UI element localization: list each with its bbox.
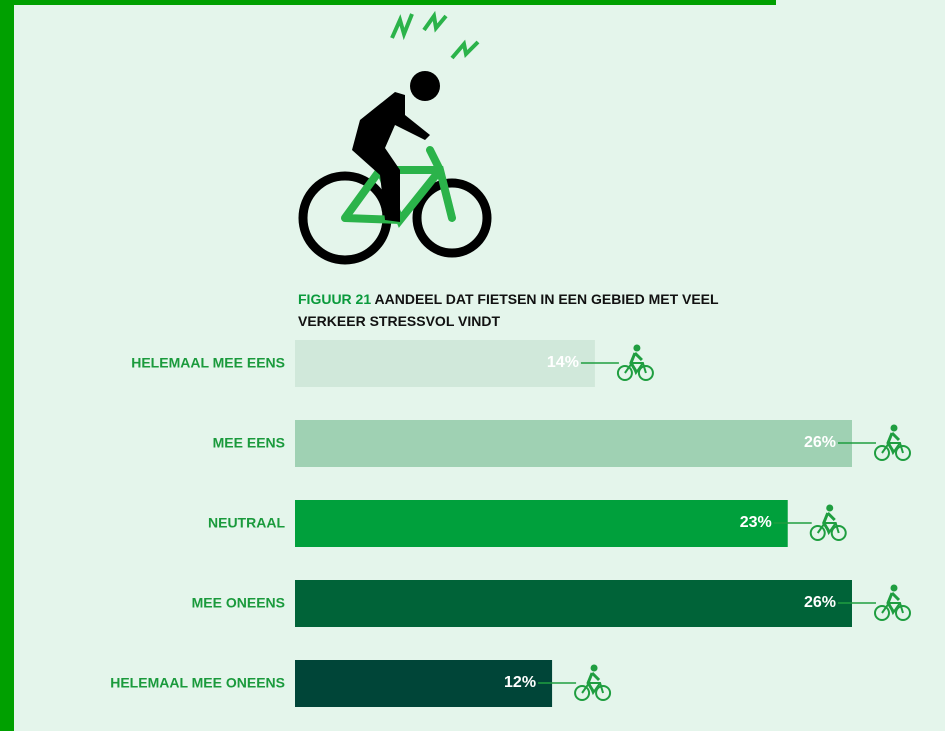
- figure-label: FIGUUR 21: [298, 291, 371, 307]
- bike-icon: [575, 665, 610, 701]
- category-label: HELEMAAL MEE ONEENS: [110, 675, 285, 691]
- value-label: 12%: [504, 674, 536, 691]
- head: [891, 585, 898, 592]
- chart-title: FIGUUR 21 AANDEEL DAT FIETSEN IN EEN GEB…: [298, 288, 758, 332]
- bar: [295, 500, 788, 547]
- head: [633, 345, 640, 352]
- category-label: MEE EENS: [213, 435, 285, 451]
- category-label: NEUTRAAL: [208, 515, 285, 531]
- bar: [295, 580, 852, 627]
- value-label: 26%: [804, 434, 836, 451]
- head: [891, 425, 898, 432]
- value-label: 14%: [547, 354, 579, 371]
- bike-icon: [811, 505, 846, 541]
- head: [591, 665, 598, 672]
- chart: HELEMAAL MEE EENS 14% MEE EENS 26% NEUTRAAL 2…: [0, 0, 945, 731]
- illustration: [303, 14, 487, 260]
- bike-icon: [618, 345, 653, 381]
- value-label: 26%: [804, 594, 836, 611]
- bike-icon: [875, 585, 910, 621]
- value-label: 23%: [740, 514, 772, 531]
- head: [826, 505, 833, 512]
- page: HELEMAAL MEE EENS 14% MEE EENS 26% NEUTRAAL 2…: [0, 0, 945, 731]
- bike-icon: [875, 425, 910, 461]
- category-label: HELEMAAL MEE EENS: [131, 355, 285, 371]
- bar: [295, 420, 852, 467]
- top-border: [0, 0, 776, 5]
- left-border: [0, 0, 14, 731]
- category-label: MEE ONEENS: [192, 595, 285, 611]
